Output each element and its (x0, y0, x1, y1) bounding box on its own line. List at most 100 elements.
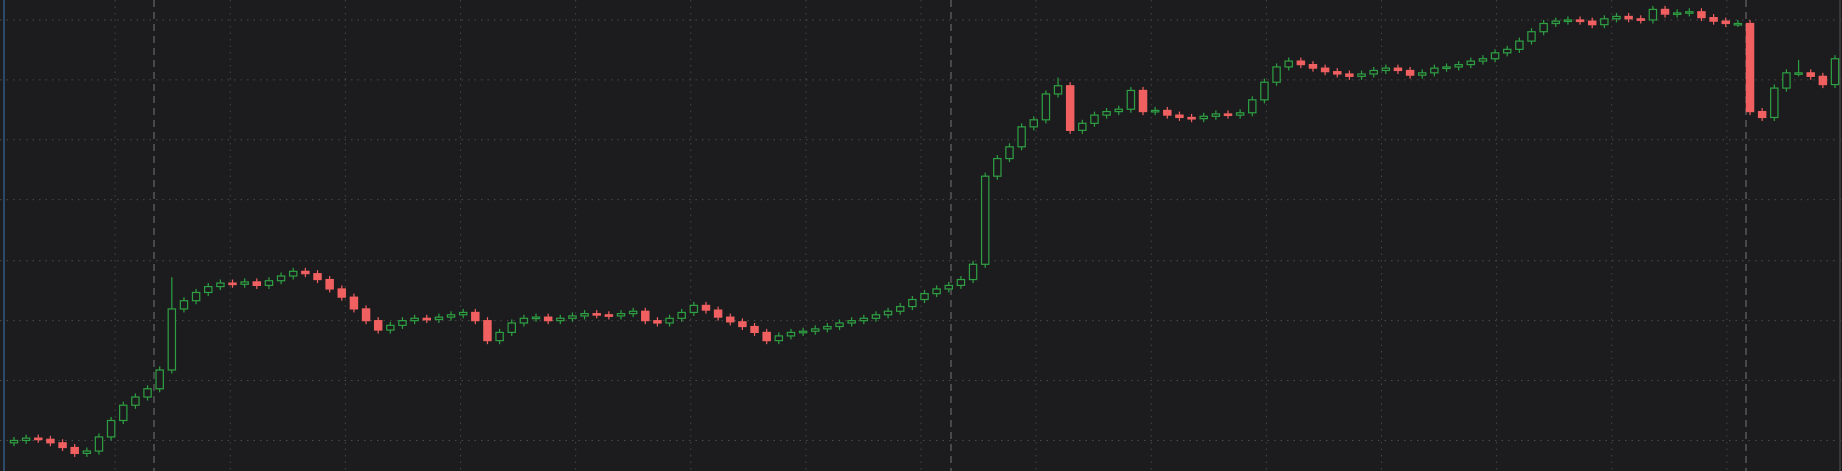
candle (1296, 57, 1306, 69)
candle (1138, 86, 1148, 116)
candle (1721, 17, 1730, 28)
candle (1442, 63, 1451, 72)
candle (726, 313, 735, 326)
candle-body (604, 314, 614, 317)
candle-body (628, 310, 638, 315)
candle (616, 310, 626, 320)
candle-body (871, 314, 881, 319)
candle (859, 314, 869, 325)
candle-body (155, 369, 164, 390)
candle-body (1454, 64, 1463, 68)
candle (1078, 119, 1087, 134)
candle-body (1757, 110, 1767, 119)
candle (847, 317, 856, 327)
candle-body (968, 263, 978, 281)
candle-body (1235, 112, 1245, 116)
candle (1393, 64, 1403, 74)
candle-body (1515, 40, 1524, 50)
candle-body (495, 331, 504, 342)
candle-body (677, 311, 686, 319)
candle-body (1333, 71, 1342, 75)
candle (1187, 113, 1196, 123)
candle-body (1114, 108, 1123, 113)
candle-body (1320, 67, 1330, 73)
candle (592, 310, 601, 319)
candle-body (823, 325, 832, 330)
candle (1527, 28, 1536, 45)
candle (398, 317, 407, 329)
candle-body (1806, 72, 1815, 77)
candle (1150, 106, 1160, 116)
candle-body (1830, 58, 1840, 86)
candle-body (1527, 31, 1536, 42)
candle (507, 319, 516, 336)
candle (1697, 8, 1706, 22)
candle-body (9, 439, 19, 444)
candle-body (252, 281, 262, 287)
candle-body (1393, 67, 1403, 72)
candle-body (1478, 58, 1488, 62)
candle-body (993, 157, 1002, 177)
candle (1175, 111, 1184, 121)
candle-body (956, 278, 966, 287)
candle-body (1502, 48, 1512, 54)
candle-body (1430, 67, 1439, 74)
candle (9, 436, 19, 447)
candle (677, 308, 686, 322)
candle-body (82, 450, 92, 454)
candle-body (835, 322, 844, 328)
candle (1502, 45, 1512, 57)
candle-body (1490, 52, 1500, 60)
candle (373, 317, 383, 334)
candle-body (713, 309, 723, 318)
candle (1272, 63, 1281, 86)
candle-body (46, 438, 55, 444)
candle (956, 276, 966, 289)
candle (1308, 61, 1318, 72)
candle-body (1296, 60, 1306, 66)
candle (94, 433, 104, 455)
candle (871, 311, 881, 322)
candle-body (21, 437, 31, 442)
candle-body (143, 388, 152, 398)
candle-body (94, 436, 104, 452)
candle-body (58, 442, 67, 449)
candle-body (422, 317, 432, 321)
candle-body (580, 313, 589, 317)
candle-body (1466, 60, 1476, 66)
candle-body (1211, 113, 1221, 117)
candle (1515, 37, 1524, 53)
candle (1320, 64, 1330, 76)
candle-body (1150, 109, 1160, 113)
candle-body (1405, 69, 1415, 76)
candle-body (1794, 72, 1803, 75)
candle-body (1126, 89, 1136, 110)
candle-body (119, 404, 128, 422)
candle (276, 272, 286, 285)
candle-body (1065, 85, 1075, 131)
candle (252, 278, 262, 289)
candle (1587, 17, 1597, 29)
candle (665, 314, 674, 327)
candle-body (1770, 87, 1779, 119)
candle-body (908, 298, 917, 308)
candle (932, 285, 941, 298)
candle-body (653, 320, 662, 324)
candle (1430, 64, 1439, 77)
candle-body (1187, 116, 1196, 120)
candle (908, 295, 917, 311)
candle (1709, 14, 1718, 25)
candle (106, 416, 116, 441)
candle (1830, 55, 1840, 89)
candle-body (810, 328, 820, 332)
candle (1539, 19, 1548, 36)
candle-body (980, 175, 990, 265)
candle (240, 278, 249, 288)
candle (1211, 110, 1221, 120)
candle-body (34, 437, 43, 441)
candle-body (1223, 113, 1233, 117)
candle-body (1660, 8, 1670, 15)
candle (580, 310, 589, 320)
